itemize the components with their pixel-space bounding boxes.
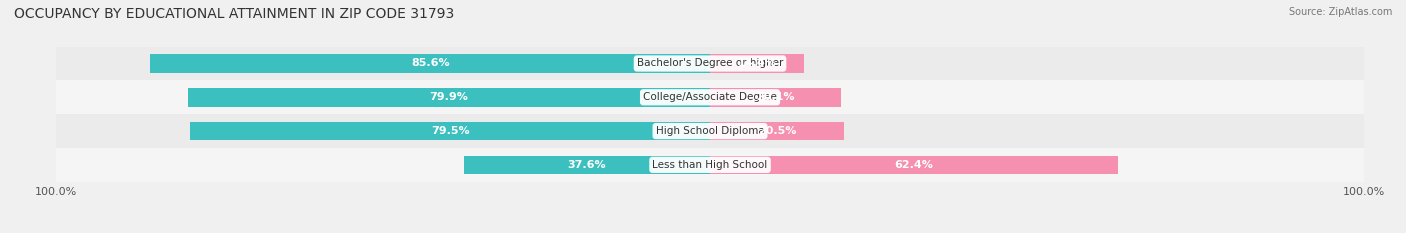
- Text: Source: ZipAtlas.com: Source: ZipAtlas.com: [1288, 7, 1392, 17]
- Text: OCCUPANCY BY EDUCATIONAL ATTAINMENT IN ZIP CODE 31793: OCCUPANCY BY EDUCATIONAL ATTAINMENT IN Z…: [14, 7, 454, 21]
- Text: 20.5%: 20.5%: [758, 126, 796, 136]
- Text: 79.9%: 79.9%: [429, 92, 468, 102]
- Text: Bachelor's Degree or higher: Bachelor's Degree or higher: [637, 58, 783, 69]
- Bar: [56, 148, 1364, 182]
- Text: 85.6%: 85.6%: [411, 58, 450, 69]
- Text: 79.5%: 79.5%: [430, 126, 470, 136]
- Text: 37.6%: 37.6%: [568, 160, 606, 170]
- Bar: [710, 156, 1118, 174]
- Bar: [190, 122, 710, 140]
- Text: 62.4%: 62.4%: [894, 160, 934, 170]
- Text: High School Diploma: High School Diploma: [655, 126, 765, 136]
- Legend: Owner-occupied, Renter-occupied: Owner-occupied, Renter-occupied: [582, 232, 838, 233]
- Bar: [710, 88, 841, 106]
- Bar: [710, 54, 804, 73]
- Text: Less than High School: Less than High School: [652, 160, 768, 170]
- Bar: [150, 54, 710, 73]
- Bar: [464, 156, 710, 174]
- Bar: [187, 88, 710, 106]
- Text: 14.4%: 14.4%: [738, 58, 776, 69]
- Text: 20.1%: 20.1%: [756, 92, 794, 102]
- Bar: [710, 122, 844, 140]
- Bar: [56, 114, 1364, 148]
- Bar: [56, 47, 1364, 80]
- Bar: [56, 80, 1364, 114]
- Text: College/Associate Degree: College/Associate Degree: [643, 92, 778, 102]
